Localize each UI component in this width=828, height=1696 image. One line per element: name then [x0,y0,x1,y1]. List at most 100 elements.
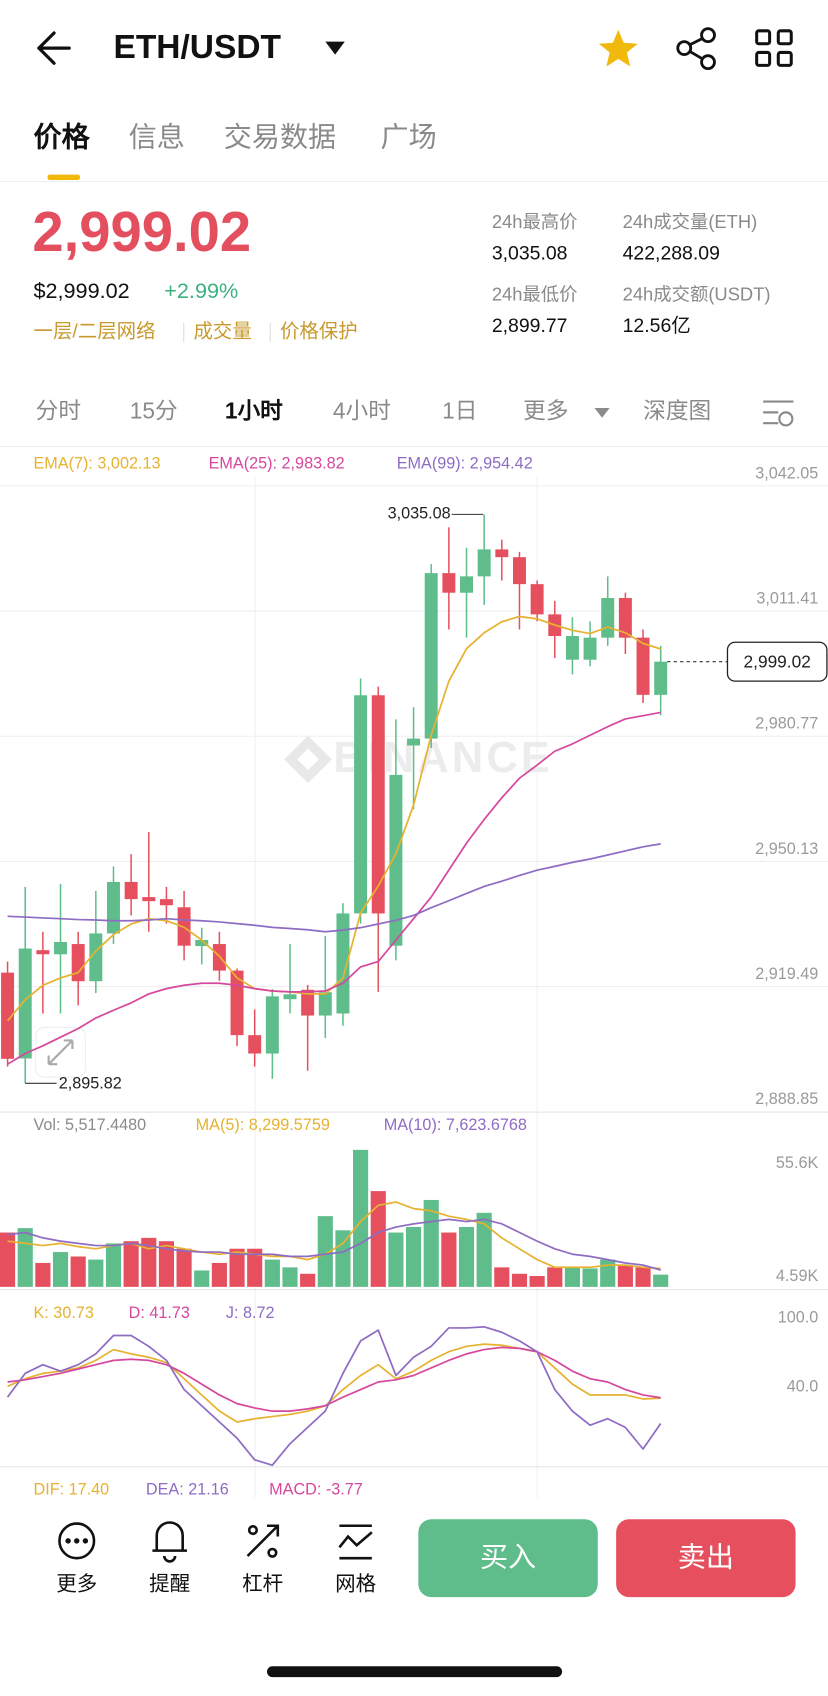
more-dots [65,1538,89,1544]
volume-bar [370,1191,386,1287]
indicator-line [7,1218,661,1271]
volume-bar [300,1273,316,1287]
home-indicator [266,1666,563,1678]
candle-body [159,899,173,906]
volume-bar [88,1259,104,1287]
candle-body [460,576,473,593]
tag[interactable]: 成交量 [193,321,251,343]
interval[interactable]: 分时 [36,397,81,423]
legend-entry: MA(10): 7,623.6768 [384,1116,527,1134]
buy-label[interactable]: 买入 [480,1542,536,1573]
candle-body [565,636,579,660]
volume-bar [600,1259,616,1287]
expand-button[interactable] [35,1026,86,1078]
volume-bar [0,1232,16,1287]
candle-body [583,637,597,660]
candle-body [477,549,491,577]
volume-bar [653,1274,669,1287]
legend-entry: K: 30.73 [34,1304,94,1322]
volume-bar [17,1228,33,1287]
interval[interactable]: 15分 [130,397,178,423]
candle-body [354,695,368,914]
volume-bar [176,1248,192,1287]
stat-label: 24h最低价 [492,283,578,304]
watermark: BINANCE [333,734,553,782]
volume-bar [247,1248,263,1287]
volume-bar [564,1267,580,1287]
volume-bar [335,1230,351,1287]
volume-bar [635,1267,651,1287]
candle-body [618,598,632,638]
candle-body [195,939,209,947]
toolbar-label[interactable]: 杠杆 [242,1573,283,1596]
tab[interactable]: 信息 [129,121,185,152]
legend-entry: EMA(99): 2,954.42 [397,455,533,473]
volume-bar [35,1262,51,1287]
candle-body [318,992,332,1016]
candle-body [36,950,50,955]
pair-title[interactable]: ETH/USDT [113,29,281,66]
volume-bar [476,1212,492,1287]
legend-entry: MA(5): 8,299.5759 [196,1116,330,1134]
volume-bar [105,1243,122,1287]
volume-bar [123,1241,139,1287]
interval[interactable]: 深度图 [643,397,711,423]
indicator-line [7,1343,661,1423]
interval[interactable]: 1日 [442,397,477,423]
tab[interactable]: 交易数据 [224,121,336,152]
sell-label[interactable]: 卖出 [678,1542,734,1573]
volume-bar [441,1232,457,1287]
macd-legend: DEA: 21.16 [146,1480,229,1498]
indicator-line [7,1201,661,1270]
chart-settings[interactable] [763,400,794,427]
legend-entry: EMA(25): 2,983.82 [209,455,345,473]
toolbar-label[interactable]: 提醒 [149,1573,190,1596]
interval[interactable]: 1小时 [225,397,283,423]
volume-bar [211,1262,227,1287]
interval[interactable]: 4小时 [333,397,391,423]
sell-button[interactable] [616,1519,796,1598]
toolbar-label[interactable]: 网格 [335,1573,377,1596]
favorite-star[interactable] [598,29,638,67]
candle-body [283,994,297,1000]
indicator-line [7,711,661,1065]
y-tick-label: 3,042.05 [755,464,818,482]
tag[interactable]: 一层/二层网络 [34,321,156,343]
share-button[interactable] [676,27,716,71]
interval-dropdown[interactable] [594,408,610,418]
back-button[interactable] [37,31,71,65]
candle-body [18,948,32,1059]
tab[interactable]: 价格 [34,121,91,152]
tag[interactable]: 价格保护 [280,321,358,343]
last-price-label: 2,999.02 [744,651,811,671]
volume-bar [229,1248,245,1287]
volume-bar [158,1241,174,1287]
low-label: 2,895.82 [59,1075,122,1093]
grid-menu[interactable] [755,29,793,67]
candle-body [495,549,509,558]
volume-bar [317,1216,333,1287]
y-tick-label: 2,950.13 [755,840,818,858]
volume-bar [282,1267,298,1287]
stat-value: 2,899.77 [492,315,568,337]
volume-bar [264,1259,280,1287]
candle-body [530,584,544,615]
buy-button[interactable] [418,1519,598,1598]
toolbar-icons[interactable] [58,1521,373,1563]
toolbar-label[interactable]: 更多 [56,1573,97,1596]
tab[interactable]: 广场 [380,121,436,152]
legend-entry: J: 8.72 [226,1304,275,1322]
candle-body [636,637,650,695]
stat-value: 3,035.08 [492,243,568,265]
candle-body [265,996,279,1054]
volume-bar [52,1252,69,1287]
indicator-line [6,1325,662,1467]
volume-bar [582,1268,598,1287]
interval[interactable]: 更多 [523,397,568,423]
candle-body [54,942,68,955]
pair-dropdown[interactable] [325,41,345,55]
indicator-line [7,1346,661,1413]
candle-body [371,695,385,914]
volume-bar [388,1232,404,1287]
candle-body [301,989,315,1016]
